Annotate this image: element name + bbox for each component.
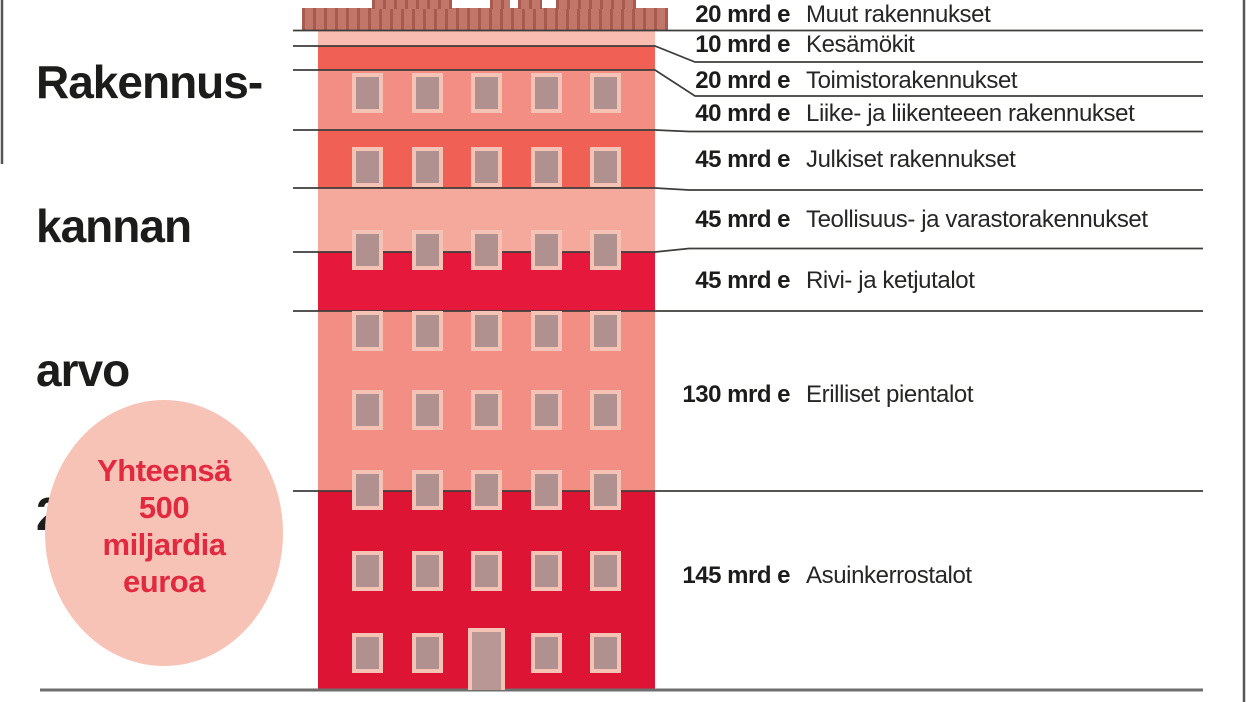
segment-name: Erilliset pientalot: [806, 380, 974, 408]
segment-value: 130 mrd e: [682, 380, 790, 408]
building-window: [471, 551, 502, 591]
building-window: [590, 390, 621, 430]
building-window: [531, 390, 562, 430]
building-window: [471, 147, 502, 187]
segment-value: 45 mrd e: [695, 205, 790, 233]
building-window: [531, 73, 562, 113]
segment-label-row-rivi-ja-ketjutalot: 45 mrd e Rivi- ja ketjutalot: [0, 267, 1248, 297]
segment-name: Toimistorakennukset: [806, 66, 1018, 94]
building-window: [590, 470, 621, 510]
segment-name: Muut rakennukset: [806, 0, 991, 28]
segment-label-row-erilliset-pientalot: 130 mrd e Erilliset pientalot: [0, 381, 1248, 411]
building-window: [590, 230, 621, 270]
building-window: [412, 551, 443, 591]
building-window: [531, 230, 562, 270]
segment-value: 20 mrd e: [695, 0, 790, 28]
bubble-line-3: miljardia: [102, 527, 227, 562]
building-window: [352, 147, 383, 187]
building-window: [471, 230, 502, 270]
building-window: [531, 311, 562, 351]
building-band-kes-m-kit: [318, 31, 655, 46]
segment-label-row-muut-rakennukset: 20 mrd e Muut rakennukset: [0, 1, 1248, 31]
segment-label-row-teollisuus-ja-varastorakennukset: 45 mrd e Teollisuus- ja varastorakennukse…: [0, 206, 1248, 236]
segment-label-row-kes-m-kit: 10 mrd e Kesämökit: [0, 31, 1248, 61]
segment-name: Asuinkerrostalot: [806, 561, 972, 589]
building-window: [412, 390, 443, 430]
building-door: [468, 628, 505, 690]
building-window: [471, 390, 502, 430]
title-line-2: kannan: [36, 200, 192, 252]
building-window: [352, 230, 383, 270]
building-window: [412, 633, 443, 673]
title-line-3: arvo: [36, 344, 130, 396]
building-window: [352, 390, 383, 430]
segment-value: 10 mrd e: [695, 30, 790, 58]
building-window: [412, 147, 443, 187]
building-roof-band-muut-rakennukset: [302, 8, 668, 30]
building-window: [412, 470, 443, 510]
building-window: [352, 551, 383, 591]
roof-parapet-block: [372, 0, 452, 9]
total-bubble: Yhteensä 500 miljardia euroa: [45, 400, 283, 666]
building-window: [531, 551, 562, 591]
title-line-1: Rakennus-: [36, 56, 263, 108]
segment-value: 40 mrd e: [695, 99, 790, 127]
bubble-line-4: euroa: [123, 564, 205, 599]
building-window: [352, 633, 383, 673]
building-window: [471, 470, 502, 510]
bubble-line-1: Yhteensä: [97, 453, 231, 488]
roof-parapet-block: [556, 0, 636, 9]
building-window: [590, 147, 621, 187]
segment-label-row-asuinkerrostalot: 145 mrd e Asuinkerrostalot: [0, 562, 1248, 592]
roof-parapet-block: [490, 0, 510, 9]
building-window: [412, 230, 443, 270]
building-window: [590, 73, 621, 113]
building-window: [352, 470, 383, 510]
roof-parapet-block: [518, 0, 542, 9]
segment-name: Rivi- ja ketjutalot: [806, 266, 975, 294]
segment-value: 20 mrd e: [695, 66, 790, 94]
building-window: [590, 311, 621, 351]
building-window: [590, 633, 621, 673]
building-window: [471, 311, 502, 351]
building-window: [471, 73, 502, 113]
total-bubble-text: Yhteensä 500 miljardia euroa: [45, 452, 283, 600]
building-window: [412, 311, 443, 351]
building-window: [531, 633, 562, 673]
segment-label-row-julkiset-rakennukset: 45 mrd e Julkiset rakennukset: [0, 146, 1248, 176]
segment-label-row-liike-ja-liikenteeen-rakennukset: 40 mrd e Liike- ja liikenteeen rakennukse…: [0, 100, 1248, 130]
segment-value: 45 mrd e: [695, 145, 790, 173]
bubble-line-2: 500: [138, 490, 190, 525]
segment-name: Julkiset rakennukset: [806, 145, 1016, 173]
segment-label-row-toimistorakennukset: 20 mrd e Toimistorakennukset: [0, 67, 1248, 97]
building-window: [352, 73, 383, 113]
building-window: [352, 311, 383, 351]
building-window: [531, 147, 562, 187]
segment-value: 145 mrd e: [682, 561, 790, 589]
segment-name: Teollisuus- ja varastorakennukset: [806, 205, 1148, 233]
segment-name: Liike- ja liikenteeen rakennukset: [806, 99, 1135, 127]
segment-name: Kesämökit: [806, 30, 915, 58]
segment-value: 45 mrd e: [695, 266, 790, 294]
building-window: [590, 551, 621, 591]
building-window: [531, 470, 562, 510]
building-window: [412, 73, 443, 113]
